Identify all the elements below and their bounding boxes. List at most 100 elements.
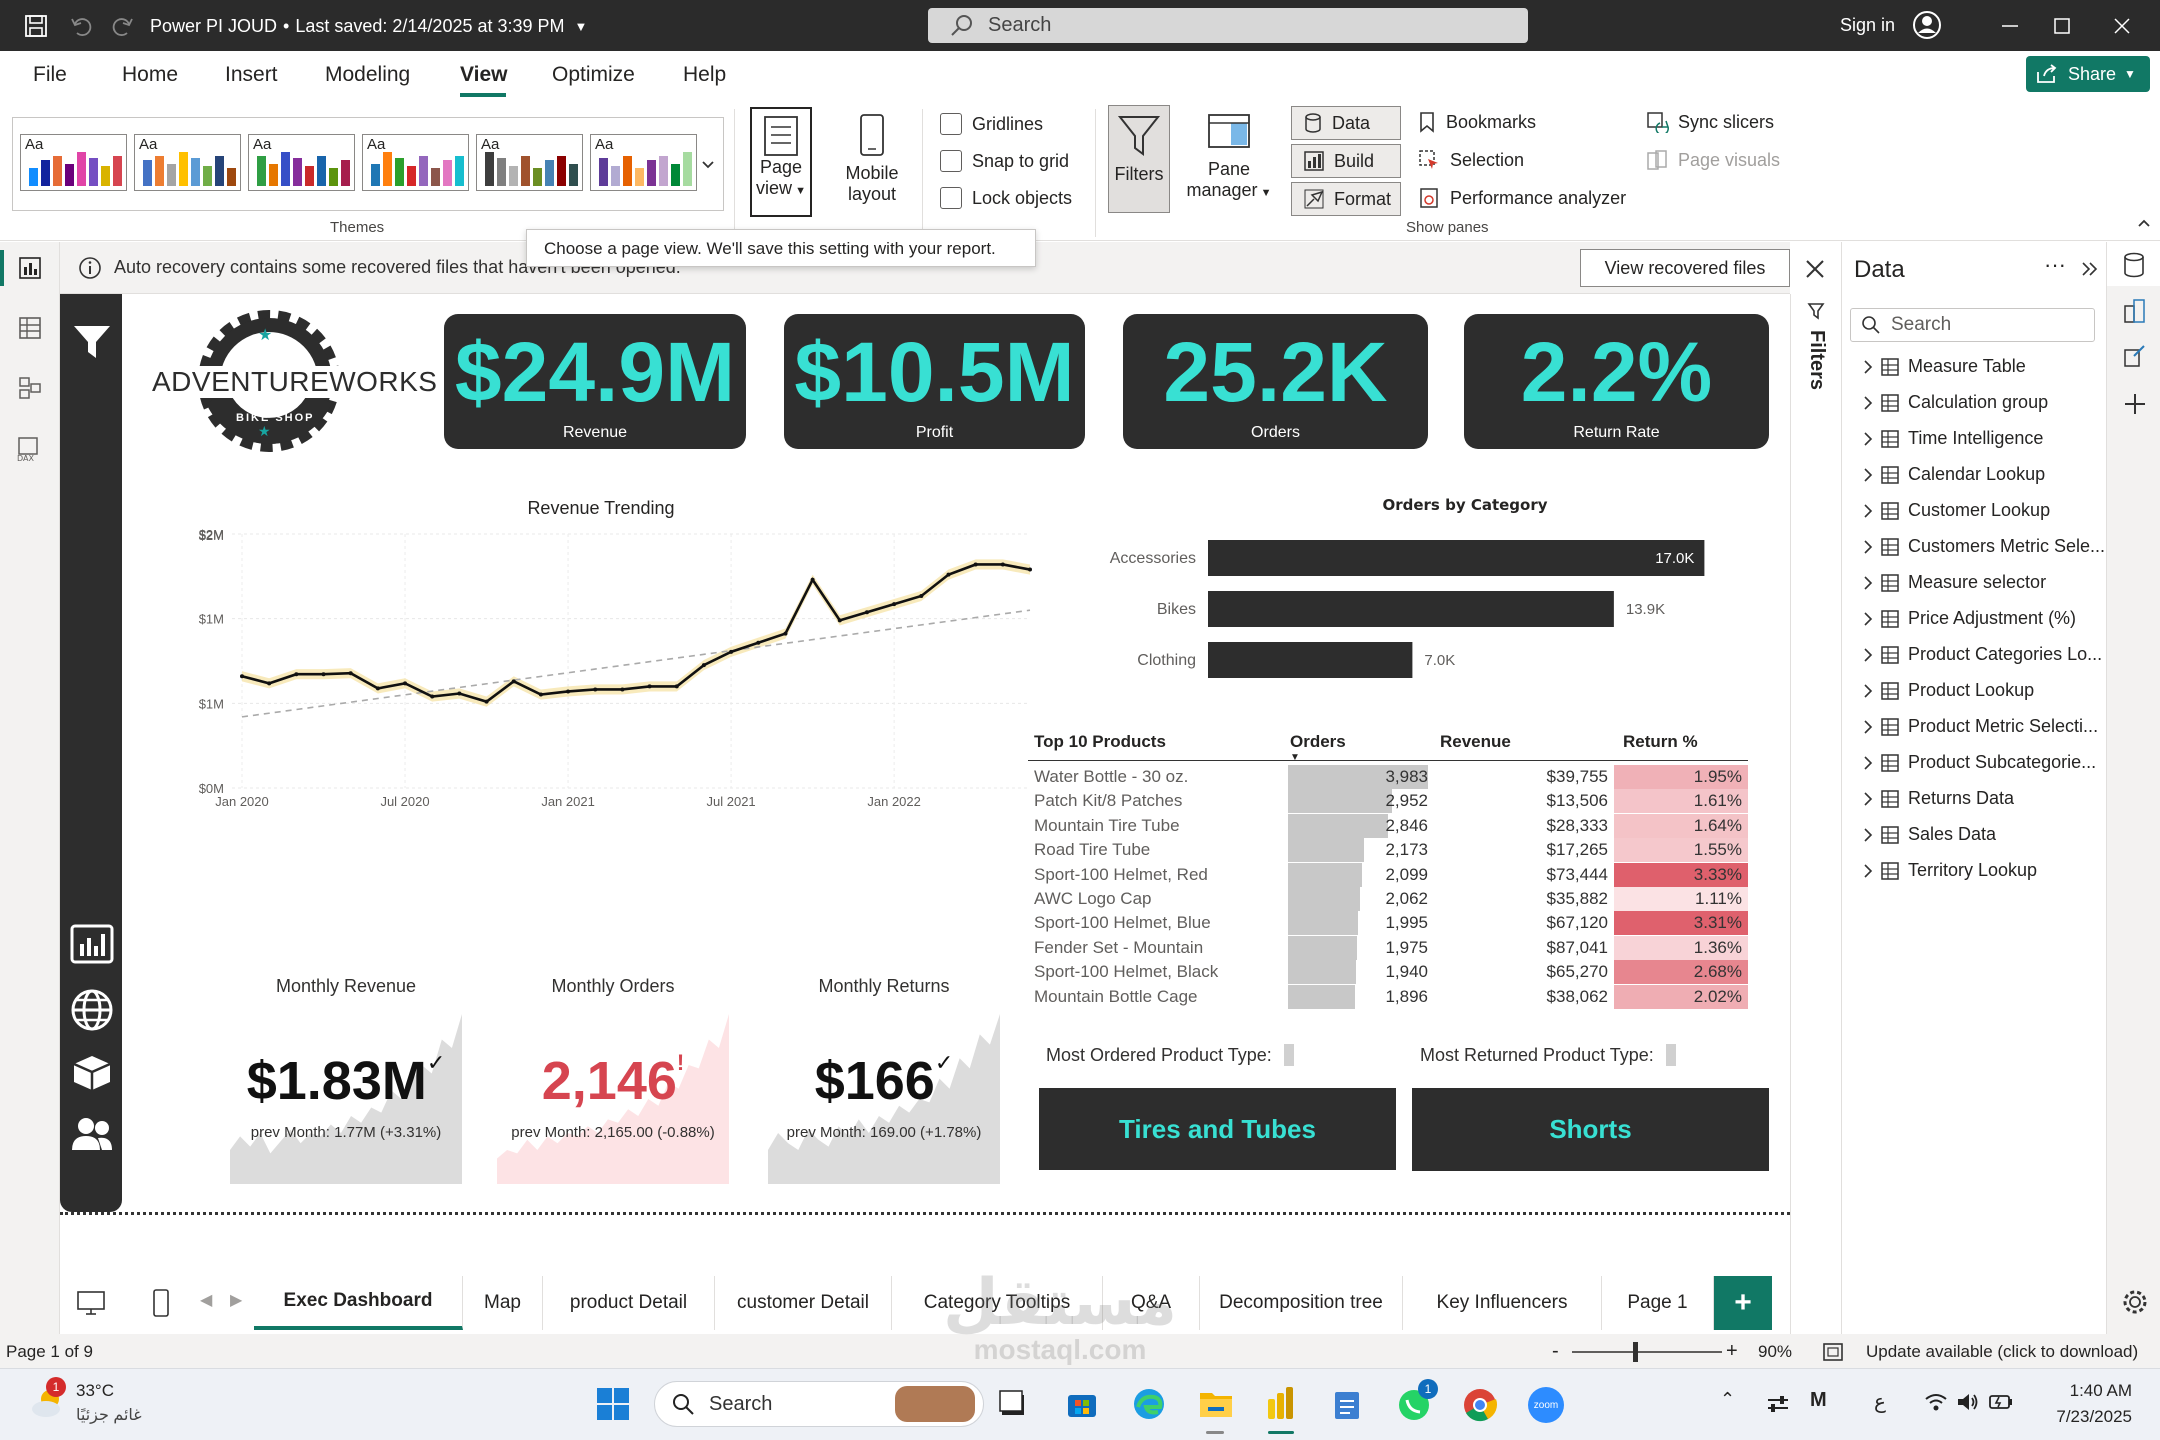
tab-help[interactable]: Help: [683, 63, 727, 86]
taskbar-search[interactable]: Search: [654, 1381, 984, 1427]
revenue-data-point[interactable]: [837, 618, 842, 623]
battery-icon[interactable]: [1988, 1391, 2014, 1413]
table-row[interactable]: Sport-100 Helmet, Black 1,940 $65,270 2.68%: [1028, 960, 1748, 985]
revenue-data-point[interactable]: [647, 684, 652, 689]
revenue-data-point[interactable]: [1028, 567, 1032, 572]
page-view-button[interactable]: Page view ▼: [750, 107, 812, 217]
tab-decomposition-tree[interactable]: Decomposition tree: [1200, 1276, 1403, 1330]
minimize-icon[interactable]: [2000, 16, 2020, 36]
tab-customer-detail[interactable]: customer Detail: [715, 1276, 892, 1330]
snap-to-grid-checkbox[interactable]: Snap to grid: [940, 150, 1069, 172]
revenue-data-point[interactable]: [593, 687, 598, 692]
bookmarks-pane-toggle[interactable]: Bookmarks: [1418, 111, 1536, 133]
category-bar[interactable]: [1208, 591, 1614, 627]
close-icon[interactable]: [2112, 16, 2132, 36]
kpi-card-revenue[interactable]: $24.9M Revenue: [444, 314, 746, 449]
revenue-data-point[interactable]: [919, 593, 924, 598]
revenue-data-point[interactable]: [321, 672, 326, 677]
tab-file[interactable]: File: [33, 63, 67, 86]
kpi-card-orders[interactable]: 25.2K Orders: [1123, 314, 1428, 449]
table-row[interactable]: Water Bottle - 30 oz. 3,983 $39,755 1.95%: [1028, 765, 1748, 789]
save-icon[interactable]: [24, 14, 48, 38]
title-search-input[interactable]: Search: [928, 8, 1528, 43]
bar-chart-nav-icon[interactable]: [70, 924, 114, 964]
category-bar[interactable]: [1208, 642, 1413, 678]
dax-query-icon[interactable]: DAX: [16, 436, 44, 462]
revenue-data-point[interactable]: [484, 699, 489, 704]
tab-q-a[interactable]: Q&A: [1103, 1276, 1200, 1330]
update-available-link[interactable]: Update available (click to download): [1866, 1342, 2139, 1361]
revenue-data-point[interactable]: [892, 602, 897, 607]
table-row[interactable]: Mountain Tire Tube 2,846 $28,333 1.64%: [1028, 813, 1748, 838]
tab-view[interactable]: View: [460, 63, 508, 86]
dismiss-notification-icon[interactable]: [1804, 258, 1826, 280]
performance-analyzer-toggle[interactable]: Performance analyzer: [1418, 187, 1626, 209]
kpi-card-return-rate[interactable]: 2.2% Return Rate: [1464, 314, 1769, 449]
theme-swatch-3[interactable]: Aa: [248, 134, 355, 191]
format-pane-toggle[interactable]: Format: [1291, 182, 1401, 216]
mobile-layout-button[interactable]: Mobile layout: [838, 109, 906, 205]
tab-key-influencers[interactable]: Key Influencers: [1403, 1276, 1602, 1330]
filter-funnel-icon[interactable]: [72, 322, 112, 362]
zoom-slider-track[interactable]: [1572, 1351, 1722, 1353]
theme-swatch-6[interactable]: Aa: [590, 134, 697, 191]
add-page-button[interactable]: +: [1714, 1276, 1772, 1330]
next-page-icon[interactable]: ▶: [230, 1292, 243, 1309]
task-view-icon[interactable]: [998, 1389, 1028, 1419]
table-view-icon[interactable]: [18, 316, 42, 340]
most-ordered-card[interactable]: Tires and Tubes: [1039, 1088, 1396, 1170]
chrome-icon[interactable]: [1462, 1387, 1498, 1423]
tab-home[interactable]: Home: [122, 63, 179, 86]
revenue-data-point[interactable]: [810, 577, 815, 582]
data-table-item[interactable]: Customers Metric Sele...: [1862, 536, 2105, 557]
build-pane-toggle[interactable]: Build: [1291, 144, 1401, 178]
revenue-data-point[interactable]: [864, 610, 869, 615]
tab-exec-dashboard[interactable]: Exec Dashboard: [254, 1276, 463, 1330]
pane-manager-button[interactable]: Pane manager ▼: [1180, 109, 1278, 201]
revenue-data-point[interactable]: [729, 649, 734, 654]
zoom-level[interactable]: 90%: [1758, 1342, 1793, 1361]
maximize-icon[interactable]: [2052, 16, 2072, 36]
m-tray-icon[interactable]: M: [1810, 1389, 1827, 1411]
data-table-item[interactable]: Price Adjustment (%): [1862, 608, 2076, 629]
phone-layout-icon[interactable]: [152, 1288, 170, 1318]
account-icon[interactable]: [1912, 10, 1942, 40]
table-row[interactable]: AWC Logo Cap 2,062 $35,882 1.11%: [1028, 887, 1748, 911]
revenue-data-point[interactable]: [267, 681, 272, 686]
table-row[interactable]: Mountain Bottle Cage 1,896 $38,062 2.02%: [1028, 984, 1748, 1009]
file-explorer-icon[interactable]: [1198, 1387, 1234, 1419]
revenue-data-point[interactable]: [620, 687, 625, 692]
revenue-data-point[interactable]: [756, 640, 761, 645]
table-header-orders[interactable]: Orders: [1290, 732, 1346, 751]
revenue-data-point[interactable]: [511, 679, 516, 684]
revenue-data-point[interactable]: [240, 674, 244, 679]
data-pane-icon[interactable]: [2123, 252, 2145, 278]
data-pane-toggle[interactable]: Data: [1291, 106, 1401, 140]
gallery-expand-icon[interactable]: [700, 159, 716, 171]
zoom-out-button[interactable]: -: [1552, 1340, 1559, 1362]
selection-pane-toggle[interactable]: Selection: [1418, 149, 1524, 171]
filters-pane-button[interactable]: Filters: [1108, 105, 1170, 213]
table-row[interactable]: Fender Set - Mountain 1,975 $87,041 1.36%: [1028, 935, 1748, 960]
share-button[interactable]: Share ▼: [2026, 56, 2150, 92]
globe-map-nav-icon[interactable]: [70, 988, 114, 1032]
chevron-up-icon[interactable]: ⌃: [1720, 1389, 1736, 1409]
model-view-icon[interactable]: [18, 376, 42, 400]
data-table-item[interactable]: Measure selector: [1862, 572, 2046, 593]
sync-slicers-toggle[interactable]: Sync slicers: [1646, 111, 1774, 133]
data-table-item[interactable]: Returns Data: [1862, 788, 2014, 809]
data-table-item[interactable]: Calculation group: [1862, 392, 2048, 413]
theme-swatch-2[interactable]: Aa: [134, 134, 241, 191]
table-row[interactable]: Road Tire Tube 2,173 $17,265 1.55%: [1028, 838, 1748, 863]
revenue-data-point[interactable]: [783, 631, 788, 636]
category-bar[interactable]: [1208, 540, 1705, 576]
data-table-item[interactable]: Territory Lookup: [1862, 860, 2037, 881]
revenue-data-point[interactable]: [674, 684, 679, 689]
tab-insert[interactable]: Insert: [225, 63, 278, 86]
document-title[interactable]: Power PI JOUD • Last saved: 2/14/2025 at…: [150, 16, 587, 37]
view-recovered-files-button[interactable]: View recovered files: [1580, 249, 1790, 287]
redo-icon[interactable]: [112, 15, 134, 37]
zoom-in-button[interactable]: +: [1726, 1340, 1738, 1362]
notepad-icon[interactable]: [1332, 1387, 1362, 1421]
